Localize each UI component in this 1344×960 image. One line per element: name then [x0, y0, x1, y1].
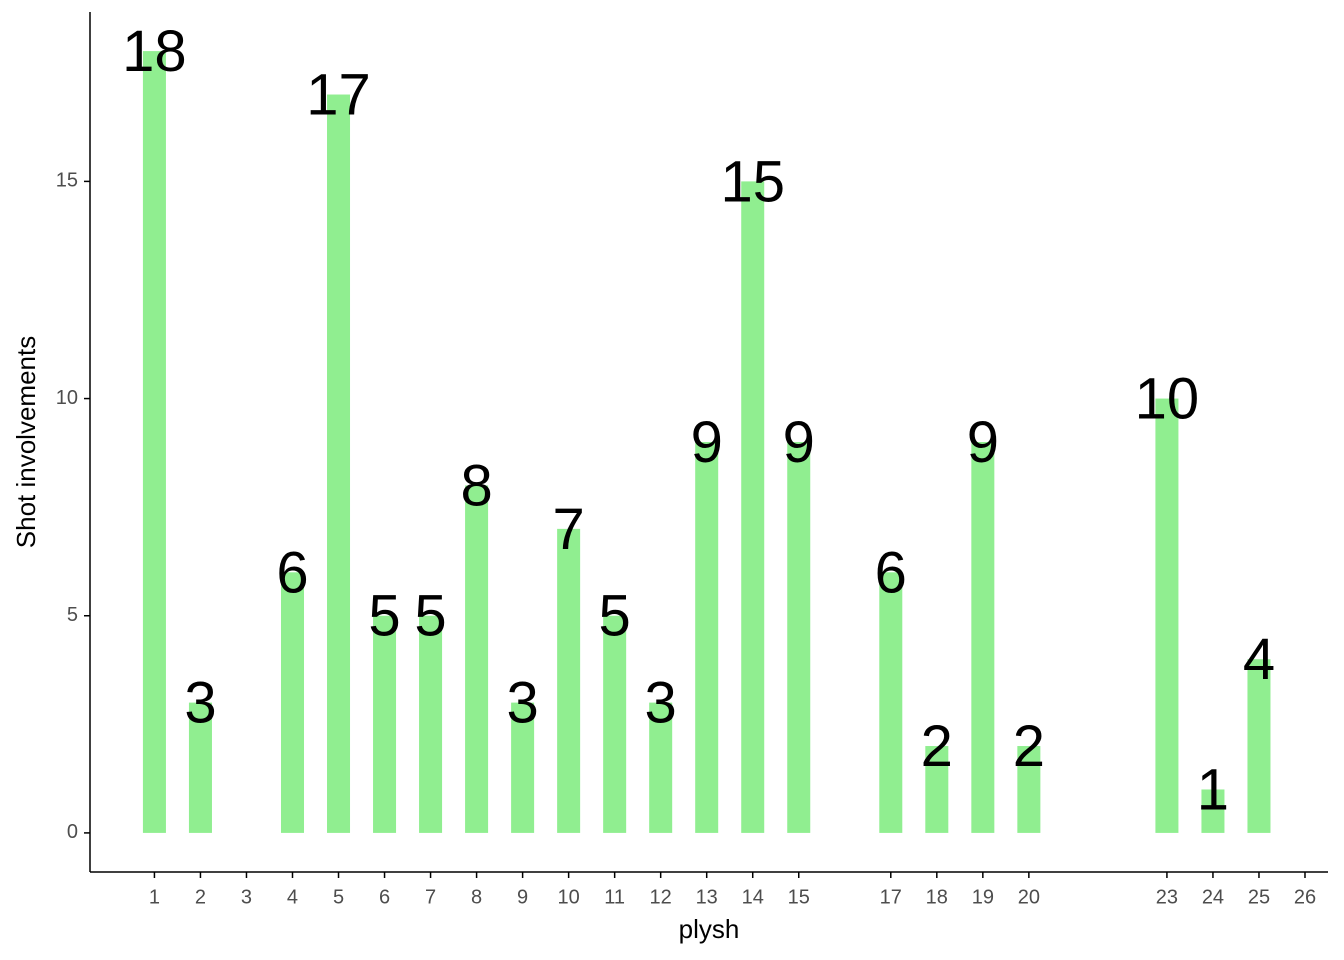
- x-tick-label: 26: [1294, 886, 1316, 908]
- bar: [419, 615, 443, 833]
- bar: [280, 572, 305, 833]
- bar: [971, 442, 995, 833]
- x-tick-label: 4: [287, 886, 298, 908]
- y-tick-label: 0: [67, 821, 78, 843]
- bar: [1201, 789, 1225, 833]
- x-tick-label: 6: [379, 886, 390, 908]
- x-tick-label: 19: [972, 886, 994, 908]
- value-label: 5: [414, 584, 446, 649]
- value-label: 9: [967, 410, 999, 475]
- bar: [373, 615, 397, 833]
- bar: [557, 528, 581, 833]
- x-tick-label: 8: [471, 886, 482, 908]
- x-tick-label: 17: [880, 886, 902, 908]
- y-tick-label: 15: [56, 170, 78, 192]
- x-tick-label: 24: [1202, 886, 1224, 908]
- x-tick-label: 2: [195, 886, 206, 908]
- x-tick-label: 1: [149, 886, 160, 908]
- value-label: 2: [921, 714, 953, 779]
- bar: [511, 702, 535, 833]
- y-tick-label: 10: [56, 387, 78, 409]
- bar: [1247, 659, 1271, 833]
- y-tick-label: 5: [67, 604, 78, 626]
- bar: [188, 702, 212, 833]
- bar: [1017, 746, 1041, 833]
- x-axis-title: plysh: [679, 914, 740, 944]
- value-label: 2: [1013, 714, 1045, 779]
- x-tick-label: 7: [425, 886, 436, 908]
- value-label: 3: [645, 671, 677, 736]
- x-tick-label: 12: [650, 886, 672, 908]
- value-label: 3: [506, 671, 538, 736]
- bar: [142, 51, 166, 833]
- x-tick-label: 18: [926, 886, 948, 908]
- value-label: 9: [691, 410, 723, 475]
- value-label: 18: [122, 19, 187, 84]
- bar: [741, 181, 765, 833]
- value-label: 17: [306, 63, 371, 128]
- bar: [695, 442, 719, 833]
- x-tick-label: 15: [788, 886, 810, 908]
- value-label: 6: [276, 540, 308, 605]
- value-label: 5: [599, 584, 631, 649]
- value-label: 8: [460, 453, 492, 518]
- bar: [603, 615, 627, 833]
- bar: [1155, 398, 1179, 833]
- x-tick-label: 25: [1248, 886, 1270, 908]
- x-tick-label: 10: [558, 886, 580, 908]
- x-tick-label: 9: [517, 886, 528, 908]
- x-tick-label: 3: [241, 886, 252, 908]
- bar: [925, 746, 949, 833]
- value-label: 7: [552, 497, 584, 562]
- value-label: 3: [184, 671, 216, 736]
- y-axis-title: Shot involvements: [11, 336, 41, 548]
- x-tick-label: 11: [604, 886, 625, 908]
- x-tick-label: 14: [742, 886, 764, 908]
- bar: [649, 702, 673, 833]
- value-label: 6: [875, 540, 907, 605]
- value-label: 5: [368, 584, 400, 649]
- bar: [787, 442, 811, 833]
- x-tick-label: 23: [1156, 886, 1178, 908]
- x-tick-label: 5: [333, 886, 344, 908]
- x-tick-label: 13: [696, 886, 718, 908]
- value-label: 15: [720, 149, 785, 214]
- value-label: 4: [1243, 627, 1275, 692]
- value-label: 10: [1135, 367, 1200, 432]
- bar: [465, 485, 489, 833]
- value-label: 1: [1197, 757, 1229, 822]
- bar: [879, 572, 903, 833]
- x-tick-label: 20: [1018, 886, 1040, 908]
- value-label: 9: [783, 410, 815, 475]
- bar: [327, 94, 351, 833]
